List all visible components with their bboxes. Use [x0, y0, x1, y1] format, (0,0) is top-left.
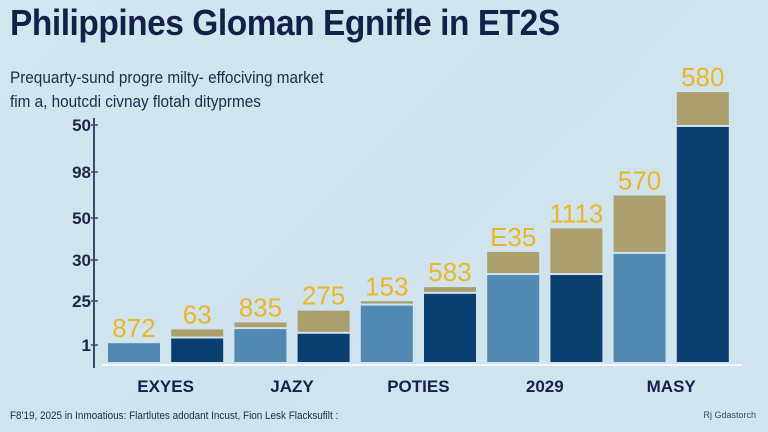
bar-base-segment	[297, 333, 350, 362]
bar-base-segment	[234, 329, 287, 362]
bar-base-segment	[487, 275, 540, 362]
x-tick-label: EXYES	[137, 377, 194, 396]
bar-top-segment	[487, 251, 540, 274]
source-footnote: F8'19, 2025 in Inmoatious: Flartlutes ad…	[10, 410, 339, 422]
bar-value-label: 153	[365, 271, 408, 301]
bar-value-label: 570	[618, 166, 661, 196]
bar-base-segment	[108, 343, 160, 362]
y-tick-label: 30	[72, 251, 91, 270]
bar-base-segment	[613, 253, 666, 362]
chart-title: Philippines Gloman Egnifle in ET2S	[10, 2, 560, 43]
bars-group: 872 63 835 275 153 583 E35 1113 570 580	[108, 62, 729, 362]
chart-subtitle-line-1: Prequarty-sund progre milty- effociving …	[10, 68, 324, 87]
y-tick-label: 1	[82, 336, 91, 355]
y-tick-label: 98	[72, 163, 91, 182]
bar-base-segment	[676, 127, 729, 362]
bar-top-segment	[613, 195, 666, 252]
bar-value-label: E35	[490, 222, 536, 252]
bar-value-label: 275	[302, 281, 345, 311]
bar-value-label: 1113	[549, 198, 603, 228]
x-tick-label: MASY	[647, 377, 697, 396]
x-tick-label: POTIES	[387, 377, 449, 396]
y-tick-label: 50	[72, 209, 91, 228]
bar-top-segment	[234, 322, 287, 328]
bar-top-segment	[360, 301, 413, 304]
chart-subtitle-line-2: fim a, houtcdi civnay flotah dityprmes	[10, 92, 261, 111]
bar-value-label: 63	[183, 299, 212, 329]
bar-top-segment	[676, 92, 729, 125]
bar-value-label: 835	[239, 292, 282, 322]
x-axis-labels: EXYES JAZY POTIES 2029 MASY	[137, 377, 696, 396]
credit-text: Rj Gdastorch	[703, 410, 756, 420]
x-tick-label: 2029	[526, 377, 564, 396]
bar-top-segment	[550, 228, 603, 274]
y-axis-ticks: 50 98 50 30 25 1	[72, 116, 98, 355]
y-tick-label: 50	[72, 116, 91, 135]
bar-base-segment	[424, 293, 476, 362]
bar-value-label: 583	[428, 257, 471, 287]
bar-base-segment	[171, 338, 224, 362]
x-tick-label: JAZY	[270, 377, 314, 396]
bar-top-segment	[171, 329, 224, 337]
y-tick-label: 25	[72, 292, 91, 311]
bar-top-segment	[297, 310, 350, 332]
bar-top-segment	[424, 287, 476, 292]
bar-value-label: 580	[681, 62, 724, 92]
bar-base-segment	[360, 305, 413, 362]
bar-value-label: 872	[112, 313, 155, 343]
bar-base-segment	[550, 275, 603, 362]
